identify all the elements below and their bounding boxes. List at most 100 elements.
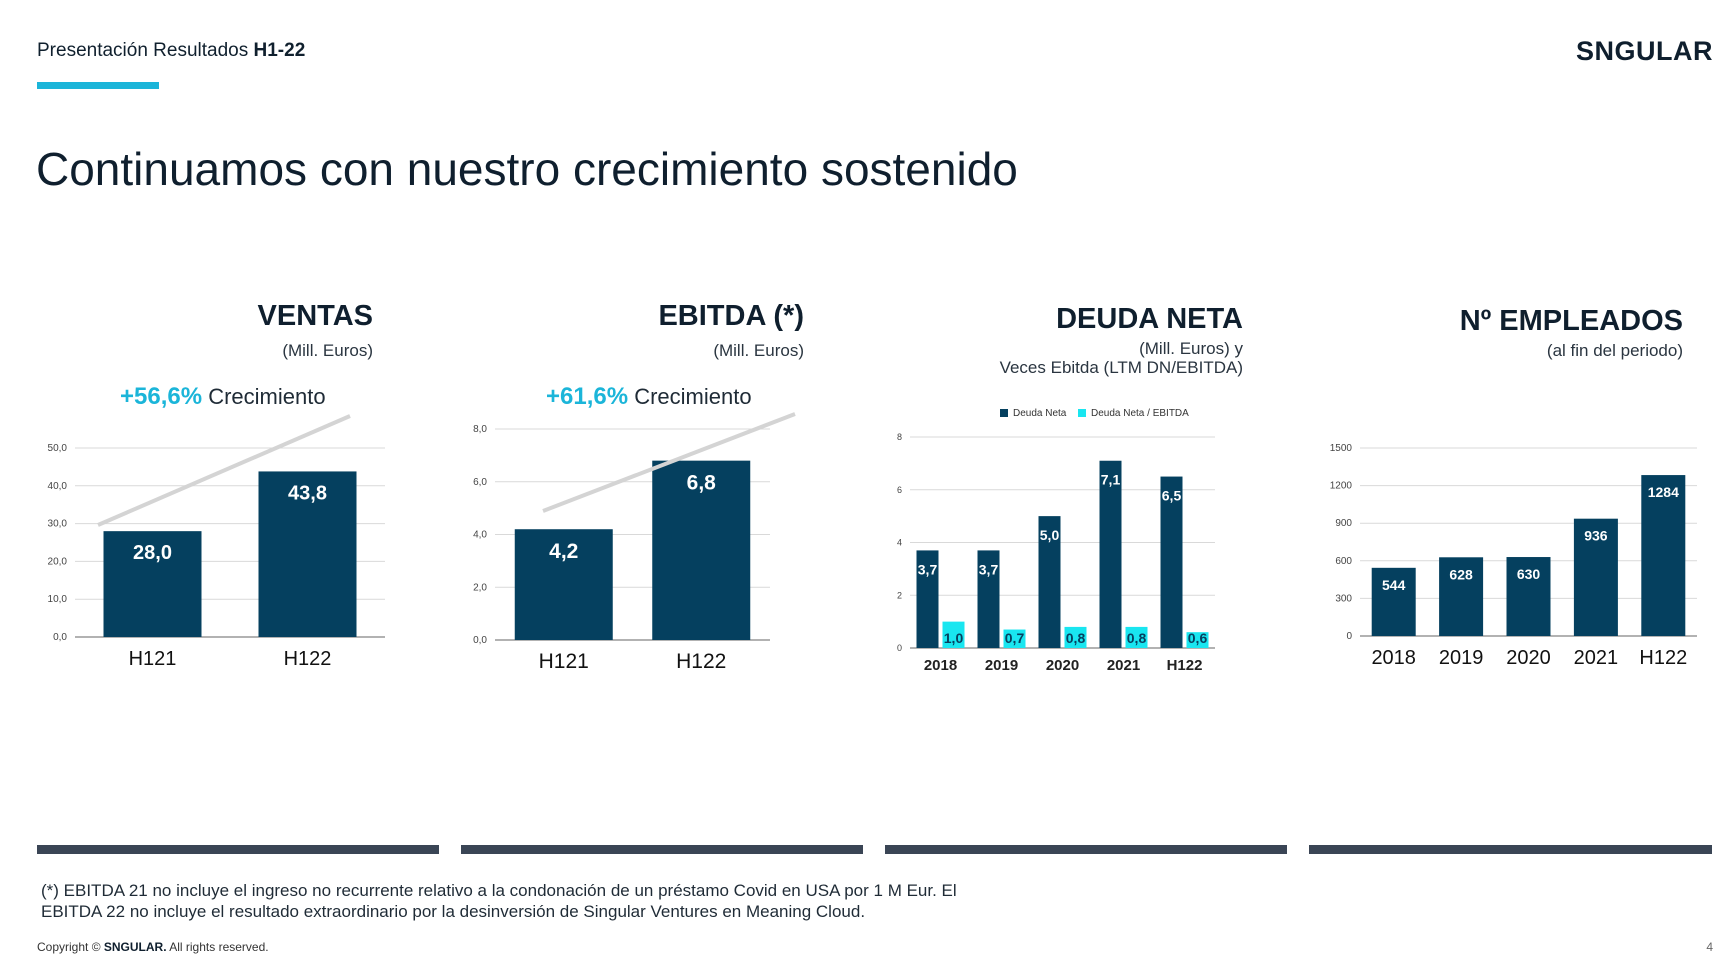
deuda-bar-value-label: 0,8 [1066,630,1086,646]
ventas-growth-label: Crecimiento [202,384,326,409]
ebitda-growth-pct: +61,6% [546,383,629,410]
ventas-bar [103,531,202,637]
empleados-bar [1573,518,1618,636]
deuda-bar-ratio [1125,626,1148,648]
deuda-y-tick-label: 4 [897,538,902,548]
empleados-bar [1371,567,1416,636]
empleados-y-tick-label: 600 [1335,556,1352,567]
deuda-y-tick-label: 0 [897,643,902,653]
empleados-x-tick-label: 2018 [1371,647,1416,669]
deuda-x-tick-label: 2021 [1107,657,1140,674]
deuda-bar-ratio [1186,632,1209,648]
footnote-line-1: (*) EBITDA 21 no incluye el ingreso no r… [41,881,957,900]
deuda-bar-deuda [1099,460,1122,648]
empleados-x-tick-label: 2021 [1574,647,1619,669]
ventas-y-tick-label: 10,0 [48,594,68,605]
page-number: 4 [1706,940,1713,954]
deuda-bar-value-label: 6,5 [1162,488,1182,504]
section-bar-2 [461,845,863,854]
deuda-legend-label: Deuda Neta / EBITDA [1091,408,1189,419]
deuda-y-tick-label: 2 [897,590,902,600]
ebitda-y-tick-label: 4,0 [473,530,487,541]
deuda-chart: 0 2 4 6 8 Deuda Neta Deuda Neta / EBITDA 3,7 1,0… [897,408,1215,674]
ventas-y-tick-label: 30,0 [48,519,68,530]
ventas-growth-pct: +56,6% [120,383,203,410]
ventas-bar-value-label: 43,8 [288,482,327,504]
deuda-bar-ratio [1003,629,1026,648]
ebitda-x-tick-label: H122 [676,650,726,673]
presentation-title-period: H1-22 [253,40,306,61]
empleados-bar-value-label: 630 [1517,566,1541,582]
presentation-title: Presentación Resultados H1-22 [37,40,305,62]
deuda-subtitle-2: Veces Ebitda (LTM DN/EBITDA) [999,358,1243,377]
ventas-bar-value-label: 28,0 [133,542,172,564]
ventas-x-tick-label: H122 [284,648,332,670]
empleados-bar [1641,475,1686,636]
page-heading: Continuamos con nuestro crecimiento sost… [36,143,1018,195]
deuda-bar-value-label: 5,0 [1040,527,1060,543]
ebitda-bar [652,460,751,640]
title-underline [37,82,159,89]
ebitda-y-tick-label: 0,0 [473,635,487,646]
deuda-bar-value-label: 0,6 [1188,630,1208,646]
deuda-bar-value-label: 7,1 [1101,472,1121,488]
empleados-chart: 0 300 600 900 1200 1500 544 2018 628 2019 630 2020 9… [1330,443,1697,669]
ebitda-growth-label: Crecimiento [628,384,752,409]
deuda-x-tick-label: 2019 [985,657,1018,674]
ebitda-bar [514,529,613,640]
empleados-y-tick-label: 900 [1335,518,1352,529]
ventas-y-tick-label: 20,0 [48,556,68,567]
deuda-x-tick-label: 2020 [1046,657,1079,674]
ebitda-growth: +61,6% Crecimiento [546,383,752,411]
section-bar-4 [1309,845,1712,854]
presentation-title-prefix: Presentación Resultados [37,40,254,61]
empleados-bar [1439,557,1484,636]
footnote: (*) EBITDA 21 no incluye el ingreso no r… [41,880,957,922]
ebitda-y-tick-label: 6,0 [473,477,487,488]
ventas-bar [258,471,357,637]
brand-logo: SNGULAR [1576,36,1713,66]
ebitda-subtitle: (Mill. Euros) [713,341,804,360]
empleados-title: Nº EMPLEADOS [1459,305,1683,337]
empleados-x-tick-label: 2019 [1439,647,1484,669]
section-bar-1 [37,845,439,854]
copyright-prefix: Copyright © [37,940,104,954]
ventas-x-tick-label: H121 [129,648,177,670]
empleados-bar-value-label: 1284 [1648,484,1679,500]
ventas-y-tick-label: 0,0 [53,632,67,643]
deuda-x-tick-label: H122 [1167,657,1203,674]
deuda-subtitle-1: (Mill. Euros) y [1139,339,1243,358]
empleados-bar-value-label: 936 [1584,528,1608,544]
ebitda-y-tick-label: 2,0 [473,582,487,593]
ventas-subtitle: (Mill. Euros) [282,341,373,360]
deuda-bar-ratio [942,621,965,648]
copyright-suffix: All rights reserved. [166,940,269,954]
footnote-line-2: EBITDA 22 no incluye el resultado extrao… [41,902,866,921]
empleados-x-tick-label: H122 [1639,647,1687,669]
deuda-bar-value-label: 3,7 [979,561,999,577]
deuda-bar-deuda [977,550,1000,648]
deuda-y-tick-label: 6 [897,485,902,495]
ebitda-title: EBITDA (*) [658,300,804,332]
deuda-bar-deuda [1160,476,1183,648]
deuda-legend-swatch [1078,409,1086,417]
deuda-legend-label: Deuda Neta [1013,408,1067,419]
copyright-brand: SNGULAR. [103,940,167,954]
ventas-trend-line [97,414,351,527]
ebitda-bar-value-label: 4,2 [549,540,578,563]
empleados-bar-value-label: 544 [1382,577,1406,593]
empleados-bar-value-label: 628 [1449,566,1473,582]
deuda-y-tick-label: 8 [897,432,902,442]
deuda-bar-deuda [1038,516,1061,648]
ebitda-bar-value-label: 6,8 [687,472,717,495]
section-bar-3 [885,845,1287,854]
deuda-bar-deuda [916,550,939,648]
ventas-chart: 0,0 10,0 20,0 30,0 40,0 50,0 28,0 H121 43,8 H122 [48,414,385,670]
deuda-bar-value-label: 0,7 [1005,630,1025,646]
deuda-title: DEUDA NETA [1056,303,1243,335]
deuda-legend-swatch [1000,409,1008,417]
deuda-bar-value-label: 0,8 [1127,630,1147,646]
ebitda-chart: 0,0 2,0 4,0 6,0 8,0 4,2 H121 6,8 H122 [473,412,796,673]
empleados-x-tick-label: 2020 [1506,647,1551,669]
ebitda-y-tick-label: 8,0 [473,424,487,435]
